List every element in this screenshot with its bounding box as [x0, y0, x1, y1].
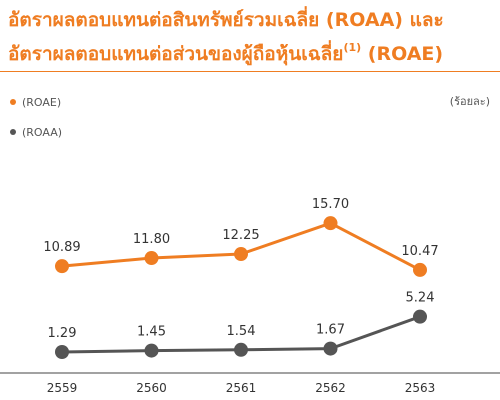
legend-label-roaa: (ROAA) [22, 126, 62, 139]
data-label-roae: 15.70 [312, 197, 349, 212]
chart-title-line-2-text: อัตราผลตอบแทนต่อส่วนของผู้ถือหุ้นเฉลี่ย [8, 43, 344, 65]
data-label-roae: 10.89 [43, 240, 80, 255]
data-point-roae [55, 259, 69, 274]
data-point-roaa [144, 343, 159, 358]
data-label-roaa: 5.24 [406, 291, 435, 306]
legend-marker-roae [10, 99, 16, 105]
data-label-roaa: 1.45 [137, 325, 166, 340]
chart-title-line-2-suffix: (ROAE) [361, 43, 444, 65]
legend-label-roae: (ROAE) [22, 96, 61, 109]
plot-area: 2559 2560 2561 2562 2563 10.89 11.80 12.25 15.70… [0, 197, 500, 395]
chart-title-line-2: อัตราผลตอบแทนต่อส่วนของผู้ถือหุ้นเฉลี่ย(… [8, 36, 443, 66]
data-point-roae [144, 251, 159, 266]
title-divider [0, 71, 500, 72]
data-point-roaa [413, 309, 427, 324]
data-label-roaa: 1.54 [227, 324, 256, 339]
data-label-roaa: 1.67 [316, 323, 345, 338]
data-point-roae [234, 247, 248, 262]
data-label-roae: 11.80 [133, 232, 170, 247]
x-tick-label: 2561 [226, 381, 257, 395]
legend-marker-roaa [10, 129, 16, 135]
data-label-roae: 12.25 [222, 228, 259, 243]
footnote-marker: (1) [343, 41, 362, 54]
data-label-roaa: 1.29 [48, 326, 77, 341]
x-tick-label: 2559 [47, 381, 78, 395]
x-tick-label: 2563 [405, 381, 436, 395]
data-label-roae: 10.47 [401, 244, 438, 259]
data-point-roaa [55, 345, 69, 359]
chart-title-line-1: อัตราผลตอบแทนต่อสินทรัพย์รวมเฉลี่ย (ROAA… [8, 9, 444, 31]
data-point-roaa [234, 342, 248, 357]
data-point-roaa [323, 341, 338, 356]
data-point-roae [323, 216, 338, 231]
x-tick-label: 2562 [315, 381, 346, 395]
data-point-roae [413, 262, 427, 277]
unit-label: (ร้อยละ) [450, 95, 490, 108]
x-tick-label: 2560 [136, 381, 167, 395]
